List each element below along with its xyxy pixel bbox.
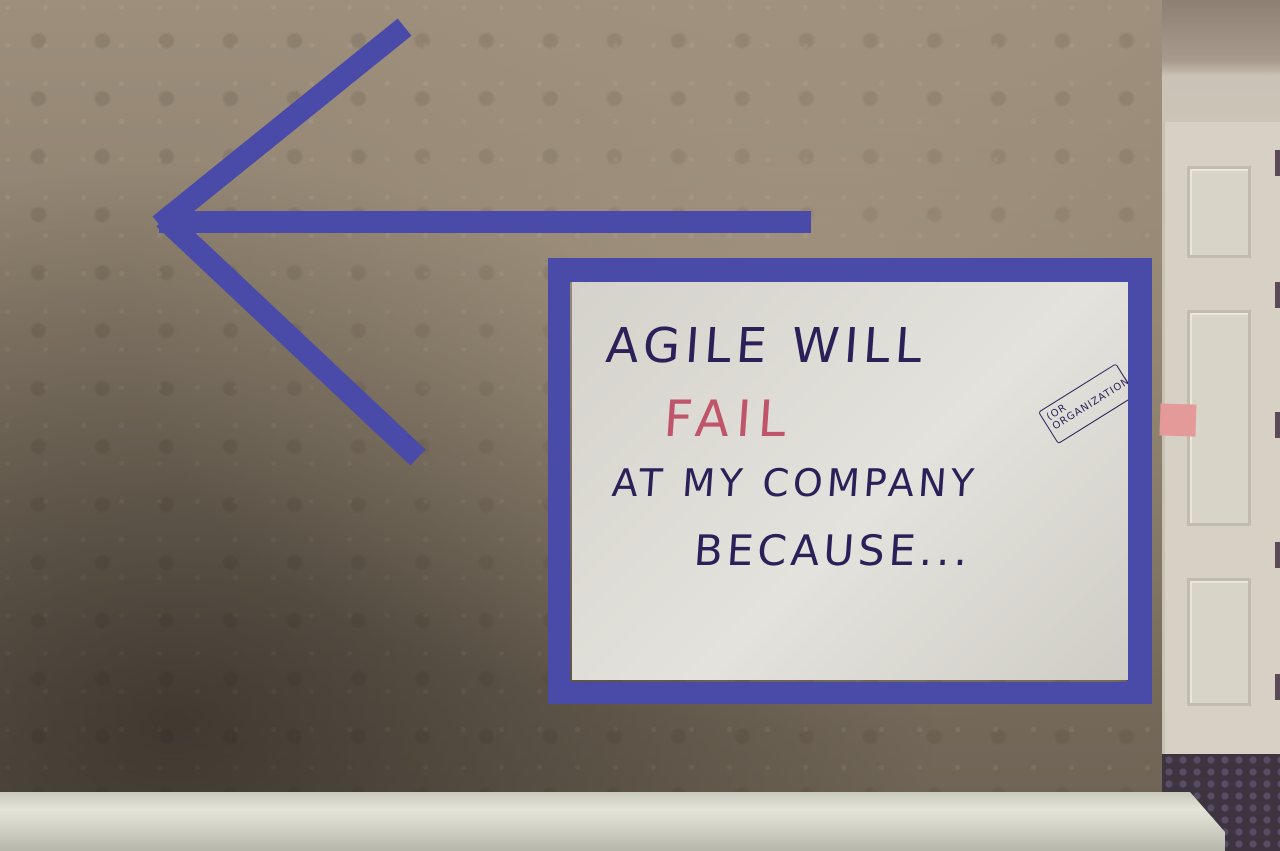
sticky-note xyxy=(1159,403,1197,437)
door-panel xyxy=(1187,310,1251,526)
sign-line-4: BECAUSE... xyxy=(692,526,974,575)
door xyxy=(1162,122,1280,754)
sign-line-1: AGILE WILL xyxy=(604,318,929,374)
door-panel xyxy=(1187,166,1251,258)
whiteboard-sign: AGILE WILL FAIL AT MY COMPANY BECAUSE...… xyxy=(572,282,1128,680)
door-hinge xyxy=(1275,282,1280,308)
baseboard xyxy=(0,792,1225,851)
door-hinge xyxy=(1275,150,1280,176)
sign-line-2: FAIL xyxy=(661,390,796,448)
door-panel xyxy=(1187,578,1251,706)
tape-border xyxy=(548,258,1152,704)
door-hinge xyxy=(1275,412,1280,438)
door-hinge xyxy=(1275,674,1280,700)
sign-line-3: AT MY COMPANY xyxy=(610,461,980,505)
sign-side-note: (OR ORGANIZATION!) xyxy=(1038,363,1128,445)
door-hinge xyxy=(1275,542,1280,568)
